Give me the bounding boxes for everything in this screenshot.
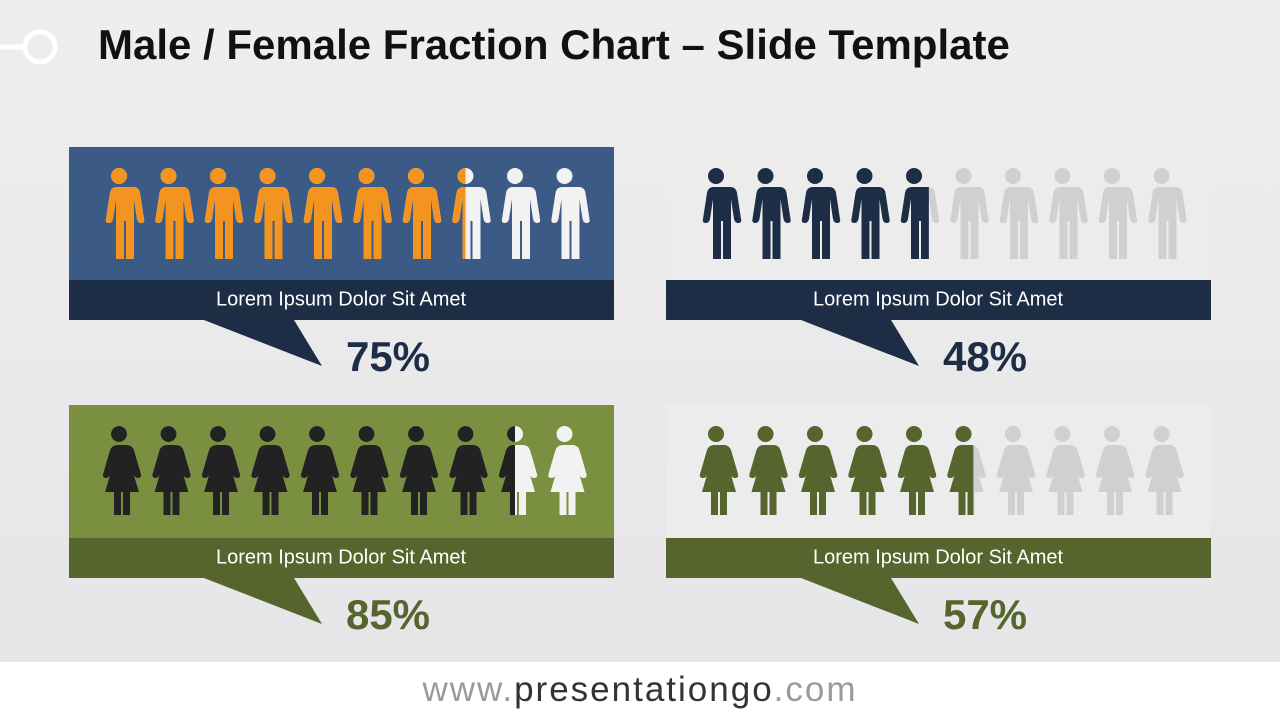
footer-prefix: www. — [421, 670, 514, 709]
callout-tail — [204, 320, 322, 366]
callout-tail — [801, 320, 919, 366]
label-band — [69, 280, 614, 320]
label-band — [666, 538, 1211, 578]
pictograph-panel: Lorem Ipsum Dolor Sit Amet 75% — [69, 147, 614, 380]
panel-label: Lorem Ipsum Dolor Sit Amet — [813, 288, 1064, 310]
panel-label: Lorem Ipsum Dolor Sit Amet — [216, 546, 467, 568]
pictograph-panel: Lorem Ipsum Dolor Sit Amet 85% — [69, 405, 614, 638]
footer-suffix: .com — [774, 670, 858, 709]
footer-brand: presentationgo — [514, 670, 774, 709]
panel-label: Lorem Ipsum Dolor Sit Amet — [216, 288, 467, 310]
label-band — [69, 538, 614, 578]
header-icon — [0, 29, 58, 65]
label-band — [666, 280, 1211, 320]
footer-bar — [0, 662, 1280, 720]
footer-url: www.presentationgo.com — [421, 670, 857, 709]
pictograph-panel: Lorem Ipsum Dolor Sit Amet 48% — [666, 147, 1211, 380]
value-label: 57% — [943, 591, 1027, 638]
callout-tail — [204, 578, 322, 624]
panel-label: Lorem Ipsum Dolor Sit Amet — [813, 546, 1064, 568]
pictograph-panel: Lorem Ipsum Dolor Sit Amet 57% — [666, 405, 1211, 638]
value-label: 48% — [943, 333, 1027, 380]
callout-tail — [801, 578, 919, 624]
slide-title: Male / Female Fraction Chart – Slide Tem… — [98, 21, 1010, 68]
value-label: 85% — [346, 591, 430, 638]
value-label: 75% — [346, 333, 430, 380]
